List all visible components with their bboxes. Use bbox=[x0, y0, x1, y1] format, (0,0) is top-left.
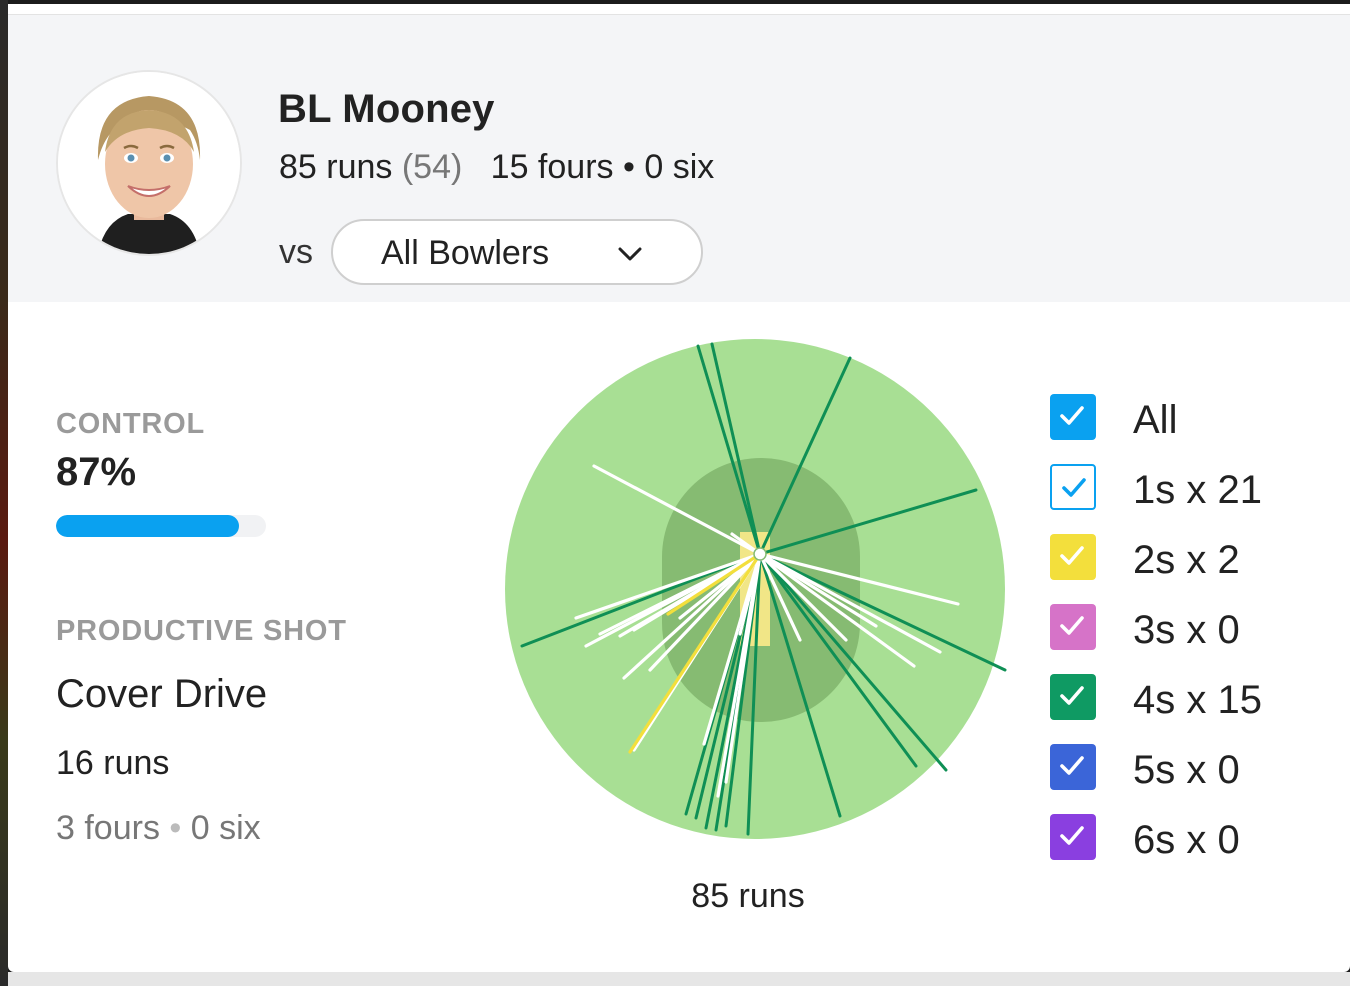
shot-line-twos bbox=[666, 552, 762, 616]
shot-line-fours bbox=[758, 356, 852, 556]
wagon-batter-origin bbox=[753, 547, 767, 561]
shot-line-ones bbox=[758, 552, 960, 606]
check-icon bbox=[1060, 686, 1084, 705]
card-shadow bbox=[8, 972, 1350, 986]
shot-line-ones bbox=[592, 464, 762, 556]
check-icon bbox=[1060, 826, 1084, 845]
productive-shot-name: Cover Drive bbox=[56, 672, 268, 716]
shot-line-ones bbox=[702, 552, 762, 746]
vs-label: vs bbox=[279, 233, 313, 271]
check-icon bbox=[1060, 756, 1084, 775]
productive-shot-runs: 16 runs bbox=[56, 744, 170, 782]
legend-checkbox[interactable] bbox=[1050, 464, 1096, 510]
productive-shot-sixes: 0 six bbox=[190, 809, 261, 847]
shot-line-fours bbox=[710, 342, 762, 556]
stat-separator: • bbox=[169, 809, 182, 847]
player-photo-icon bbox=[58, 72, 240, 254]
shot-line-ones bbox=[678, 552, 762, 620]
background-edge bbox=[0, 0, 8, 986]
legend-item-5[interactable]: 5s x 0 bbox=[1048, 744, 1348, 794]
wagon-wheel-chart bbox=[505, 339, 1007, 839]
legend-item-6[interactable]: 6s x 0 bbox=[1048, 814, 1348, 864]
bowler-filter-dropdown[interactable]: All Bowlers bbox=[331, 219, 703, 285]
shot-line-ones bbox=[758, 552, 942, 654]
control-progress-fill bbox=[56, 515, 239, 537]
shot-line-fours bbox=[758, 552, 948, 772]
shot-line-ones bbox=[724, 552, 762, 784]
shot-line-ones bbox=[598, 552, 762, 636]
legend-item-4[interactable]: 4s x 15 bbox=[1048, 674, 1348, 724]
stat-separator: • bbox=[622, 148, 635, 186]
legend-checkbox[interactable] bbox=[1050, 394, 1096, 440]
shot-line-fours bbox=[696, 344, 762, 556]
player-runs: 85 runs bbox=[279, 148, 393, 186]
legend-label: 1s x 21 bbox=[1133, 468, 1262, 512]
shot-line-ones bbox=[758, 552, 802, 642]
legend-item-2[interactable]: 2s x 2 bbox=[1048, 534, 1348, 584]
shot-line-ones bbox=[758, 552, 878, 628]
player-header: BL Mooney 85 runs (54) 15 fours • 0 six … bbox=[8, 14, 1350, 302]
check-icon bbox=[1060, 616, 1084, 635]
legend-item-1[interactable]: 1s x 21 bbox=[1048, 464, 1348, 514]
legend-checkbox[interactable] bbox=[1050, 674, 1096, 720]
legend-checkbox[interactable] bbox=[1050, 534, 1096, 580]
shot-line-fours bbox=[758, 552, 842, 818]
shot-line-ones bbox=[648, 552, 762, 672]
player-avatar bbox=[56, 70, 242, 256]
chevron-down-icon bbox=[618, 247, 642, 261]
shot-line-ones bbox=[758, 552, 848, 642]
control-value: 87% bbox=[56, 450, 137, 494]
productive-shot-boundaries: 3 fours • 0 six bbox=[56, 809, 261, 848]
productive-shot-fours: 3 fours bbox=[56, 809, 160, 847]
shot-line-ones bbox=[758, 552, 916, 668]
shot-line-fours bbox=[758, 488, 978, 556]
legend-checkbox[interactable] bbox=[1050, 604, 1096, 650]
check-icon bbox=[1060, 546, 1084, 565]
control-progress-bar bbox=[56, 515, 266, 537]
player-fours: 15 fours bbox=[490, 148, 614, 186]
player-balls: (54) bbox=[401, 148, 463, 186]
legend-label: 2s x 2 bbox=[1133, 538, 1240, 582]
legend-item-0[interactable]: All bbox=[1048, 394, 1348, 444]
legend-checkbox[interactable] bbox=[1050, 814, 1096, 860]
legend-label: 6s x 0 bbox=[1133, 818, 1240, 862]
player-sixes: 0 six bbox=[644, 148, 715, 186]
shot-line-fours bbox=[746, 552, 762, 836]
shot-line-fours bbox=[758, 552, 918, 768]
bowler-filter-value: All Bowlers bbox=[381, 234, 550, 272]
productive-shot-label: PRODUCTIVE SHOT bbox=[56, 615, 347, 647]
legend-checkbox[interactable] bbox=[1050, 744, 1096, 790]
player-name: BL Mooney bbox=[278, 87, 495, 131]
shot-line-ones bbox=[574, 552, 762, 620]
legend-label: 5s x 0 bbox=[1133, 748, 1240, 792]
control-label: CONTROL bbox=[56, 408, 205, 440]
check-icon bbox=[1062, 478, 1086, 497]
shot-line-fours bbox=[758, 552, 1007, 672]
check-icon bbox=[1060, 406, 1084, 425]
player-card: BL Mooney 85 runs (54) 15 fours • 0 six … bbox=[8, 4, 1350, 972]
wagon-total-runs: 85 runs bbox=[691, 877, 805, 915]
legend-label: 3s x 0 bbox=[1133, 608, 1240, 652]
player-stat-line: 85 runs (54) 15 fours • 0 six bbox=[279, 148, 714, 187]
shot-line-ones bbox=[622, 552, 762, 680]
legend-item-3[interactable]: 3s x 0 bbox=[1048, 604, 1348, 654]
wagon-shot-lines bbox=[520, 342, 1007, 836]
shot-line-twos bbox=[628, 552, 762, 754]
legend-label: 4s x 15 bbox=[1133, 678, 1262, 722]
legend-label: All bbox=[1133, 398, 1178, 442]
